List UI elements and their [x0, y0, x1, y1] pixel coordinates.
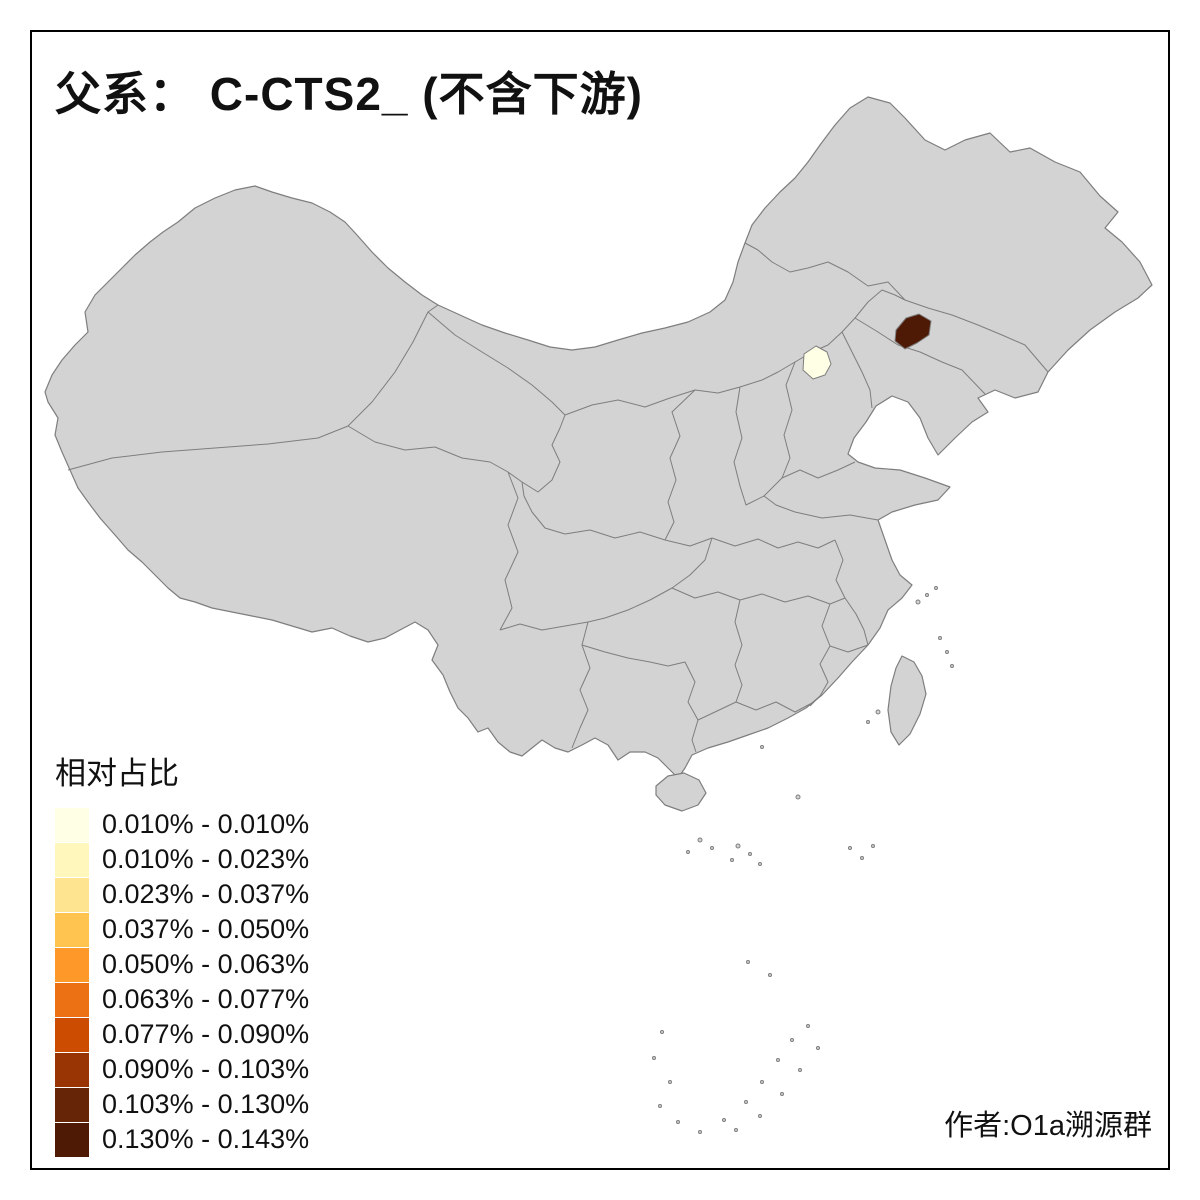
legend-swatch: [55, 947, 89, 982]
legend-label: 0.010% - 0.023%: [102, 844, 310, 874]
legend: 相对占比 0.010% - 0.010% 0.010% - 0.023% 0.0…: [55, 748, 309, 1157]
legend-title: 相对占比: [55, 756, 179, 791]
hainan-island: [655, 772, 707, 812]
legend-swatch: [55, 912, 89, 947]
mainland-outline: [44, 96, 1153, 779]
legend-swatch: [55, 1017, 89, 1052]
legend-item: 0.050% - 0.063%: [55, 947, 309, 982]
legend-item: 0.063% - 0.077%: [55, 982, 309, 1017]
legend-swatch: [55, 1087, 89, 1122]
region-west-liaoning: [894, 313, 932, 350]
legend-items: 0.010% - 0.010% 0.010% - 0.023% 0.023% -…: [55, 807, 309, 1157]
legend-item: 0.010% - 0.010%: [55, 807, 309, 842]
legend-swatch: [55, 982, 89, 1017]
legend-label: 0.130% - 0.143%: [102, 1124, 310, 1154]
legend-label: 0.077% - 0.090%: [102, 1019, 310, 1049]
legend-label: 0.037% - 0.050%: [102, 914, 310, 944]
legend-item: 0.090% - 0.103%: [55, 1052, 309, 1087]
province-borders: [67, 242, 1049, 753]
legend-item: 0.130% - 0.143%: [55, 1122, 309, 1157]
legend-swatch: [55, 1122, 89, 1157]
legend-label: 0.050% - 0.063%: [102, 949, 310, 979]
legend-item: 0.103% - 0.130%: [55, 1087, 309, 1122]
taiwan-island: [887, 655, 927, 746]
legend-item: 0.077% - 0.090%: [55, 1017, 309, 1052]
legend-label: 0.090% - 0.103%: [102, 1054, 310, 1084]
figure-title: 父系： C-CTS2_ (不含下游): [55, 68, 643, 120]
legend-label: 0.103% - 0.130%: [102, 1089, 310, 1119]
legend-swatch: [55, 877, 89, 912]
legend-item: 0.037% - 0.050%: [55, 912, 309, 947]
legend-swatch: [55, 842, 89, 877]
author-credit: 作者:O1a溯源群: [944, 1110, 1152, 1142]
legend-item: 0.023% - 0.037%: [55, 877, 309, 912]
legend-label: 0.063% - 0.077%: [102, 984, 310, 1014]
legend-swatch: [55, 1052, 89, 1087]
small-islands: [652, 586, 954, 1134]
legend-item: 0.010% - 0.023%: [55, 842, 309, 877]
legend-label: 0.010% - 0.010%: [102, 809, 310, 839]
region-beijing: [802, 345, 832, 380]
legend-label: 0.023% - 0.037%: [102, 879, 310, 909]
legend-swatch: [55, 807, 89, 842]
